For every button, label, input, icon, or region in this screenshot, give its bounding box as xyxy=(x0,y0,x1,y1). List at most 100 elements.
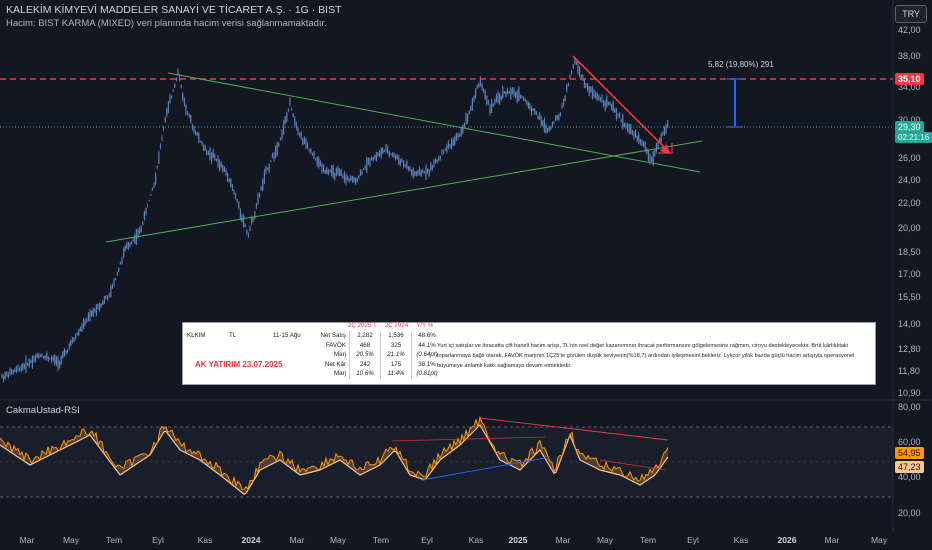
rsi-indicator-name[interactable]: CakmaUstad-RSI xyxy=(6,405,80,416)
candle-body xyxy=(636,136,638,142)
candle-body xyxy=(15,366,17,373)
candle-body xyxy=(641,139,643,147)
rsi-ma-value-tag: 47,23 xyxy=(895,461,924,473)
candle-body xyxy=(580,74,582,79)
candle-body xyxy=(316,156,318,166)
candle-body xyxy=(390,153,392,155)
price-tick: 18,50 xyxy=(898,247,921,257)
candle-body xyxy=(659,137,661,143)
candle-body xyxy=(326,167,328,174)
metrics-cell: 242 xyxy=(349,359,381,369)
metrics-cell: 11.4% xyxy=(380,369,412,379)
candle-body xyxy=(9,368,11,375)
candle-body xyxy=(660,133,662,143)
source-label: AK YATIRIM 23.07.2025 xyxy=(195,360,283,369)
candle-body xyxy=(107,296,109,299)
candle-body xyxy=(527,102,529,108)
candle-body xyxy=(161,136,163,140)
candle-body xyxy=(561,104,563,109)
candle-body xyxy=(307,143,309,149)
candle-body xyxy=(287,109,289,111)
candle-body xyxy=(300,132,302,139)
candle-body xyxy=(47,356,49,361)
candle-body xyxy=(657,141,659,149)
candle-body xyxy=(244,224,246,227)
candle-body xyxy=(463,123,465,128)
candle-body xyxy=(30,360,32,364)
candle-body xyxy=(521,96,523,98)
candle-body xyxy=(449,143,451,148)
candle-body xyxy=(398,156,400,164)
metrics-cell: 44.1% xyxy=(411,340,442,350)
time-tick: Tem xyxy=(639,535,657,545)
candle-body xyxy=(342,175,344,178)
candle-body xyxy=(380,148,382,158)
candle-body xyxy=(451,139,453,150)
candle-body xyxy=(28,358,30,367)
lower-trendline xyxy=(105,140,703,243)
candle-body xyxy=(75,334,77,339)
candle-body xyxy=(118,267,120,272)
candle-body xyxy=(359,169,361,175)
candle-body xyxy=(356,178,358,182)
candle-body xyxy=(89,309,91,322)
candle-body xyxy=(614,109,616,112)
candle-body xyxy=(243,215,245,228)
candle-body xyxy=(643,141,645,147)
candle-body xyxy=(441,149,443,155)
candle-body xyxy=(572,64,574,68)
candle-body xyxy=(145,207,147,215)
candle-body xyxy=(86,319,88,322)
candle-body xyxy=(625,124,627,129)
candle-body xyxy=(631,130,633,134)
candle-body xyxy=(343,172,345,182)
commentary: Yurt içi satışlar ve ihracatta çift hane… xyxy=(437,341,871,371)
candle-body xyxy=(395,155,397,160)
candle-body xyxy=(247,233,249,238)
candle-body xyxy=(206,150,208,155)
candle-body xyxy=(27,363,29,366)
candle-body xyxy=(7,374,9,379)
candle-body xyxy=(483,89,485,92)
price-tick: 22,00 xyxy=(898,198,921,208)
candle-body xyxy=(372,157,374,161)
candle-body xyxy=(481,83,483,90)
candle-body xyxy=(179,75,181,81)
candle-body xyxy=(465,112,467,124)
price-tick: 12,80 xyxy=(898,344,921,354)
candle-body xyxy=(382,147,384,154)
candle-body xyxy=(571,70,573,74)
candle-body xyxy=(377,152,379,157)
candle-body xyxy=(428,169,430,176)
time-tick: Mar xyxy=(19,535,35,545)
candle-body xyxy=(94,309,96,312)
candle-body xyxy=(169,94,171,104)
candle-body xyxy=(387,147,389,154)
candle-body xyxy=(182,93,184,101)
candle-body xyxy=(73,337,75,342)
time-tick: Mar xyxy=(555,535,571,545)
candle-body xyxy=(68,344,70,349)
rsi-resistance-line xyxy=(479,417,669,441)
currency-button[interactable]: TRY xyxy=(895,5,927,23)
candle-body xyxy=(3,375,5,382)
candle-body xyxy=(462,125,464,133)
candle-body xyxy=(515,92,517,98)
candle-body xyxy=(222,165,224,172)
candle-body xyxy=(270,160,272,162)
candle-body xyxy=(492,103,494,107)
time-tick: Tem xyxy=(372,535,390,545)
candle-body xyxy=(468,110,470,114)
candle-body xyxy=(367,157,369,164)
candle-body xyxy=(105,296,107,300)
candle-body xyxy=(495,95,497,102)
candle-body xyxy=(502,86,504,99)
upper-trendline xyxy=(167,72,701,173)
candle-body xyxy=(22,363,24,371)
candle-body xyxy=(166,109,168,116)
candle-body xyxy=(523,97,525,101)
candle-body xyxy=(198,133,200,143)
candle-body xyxy=(479,76,481,86)
candle-body xyxy=(612,101,614,112)
